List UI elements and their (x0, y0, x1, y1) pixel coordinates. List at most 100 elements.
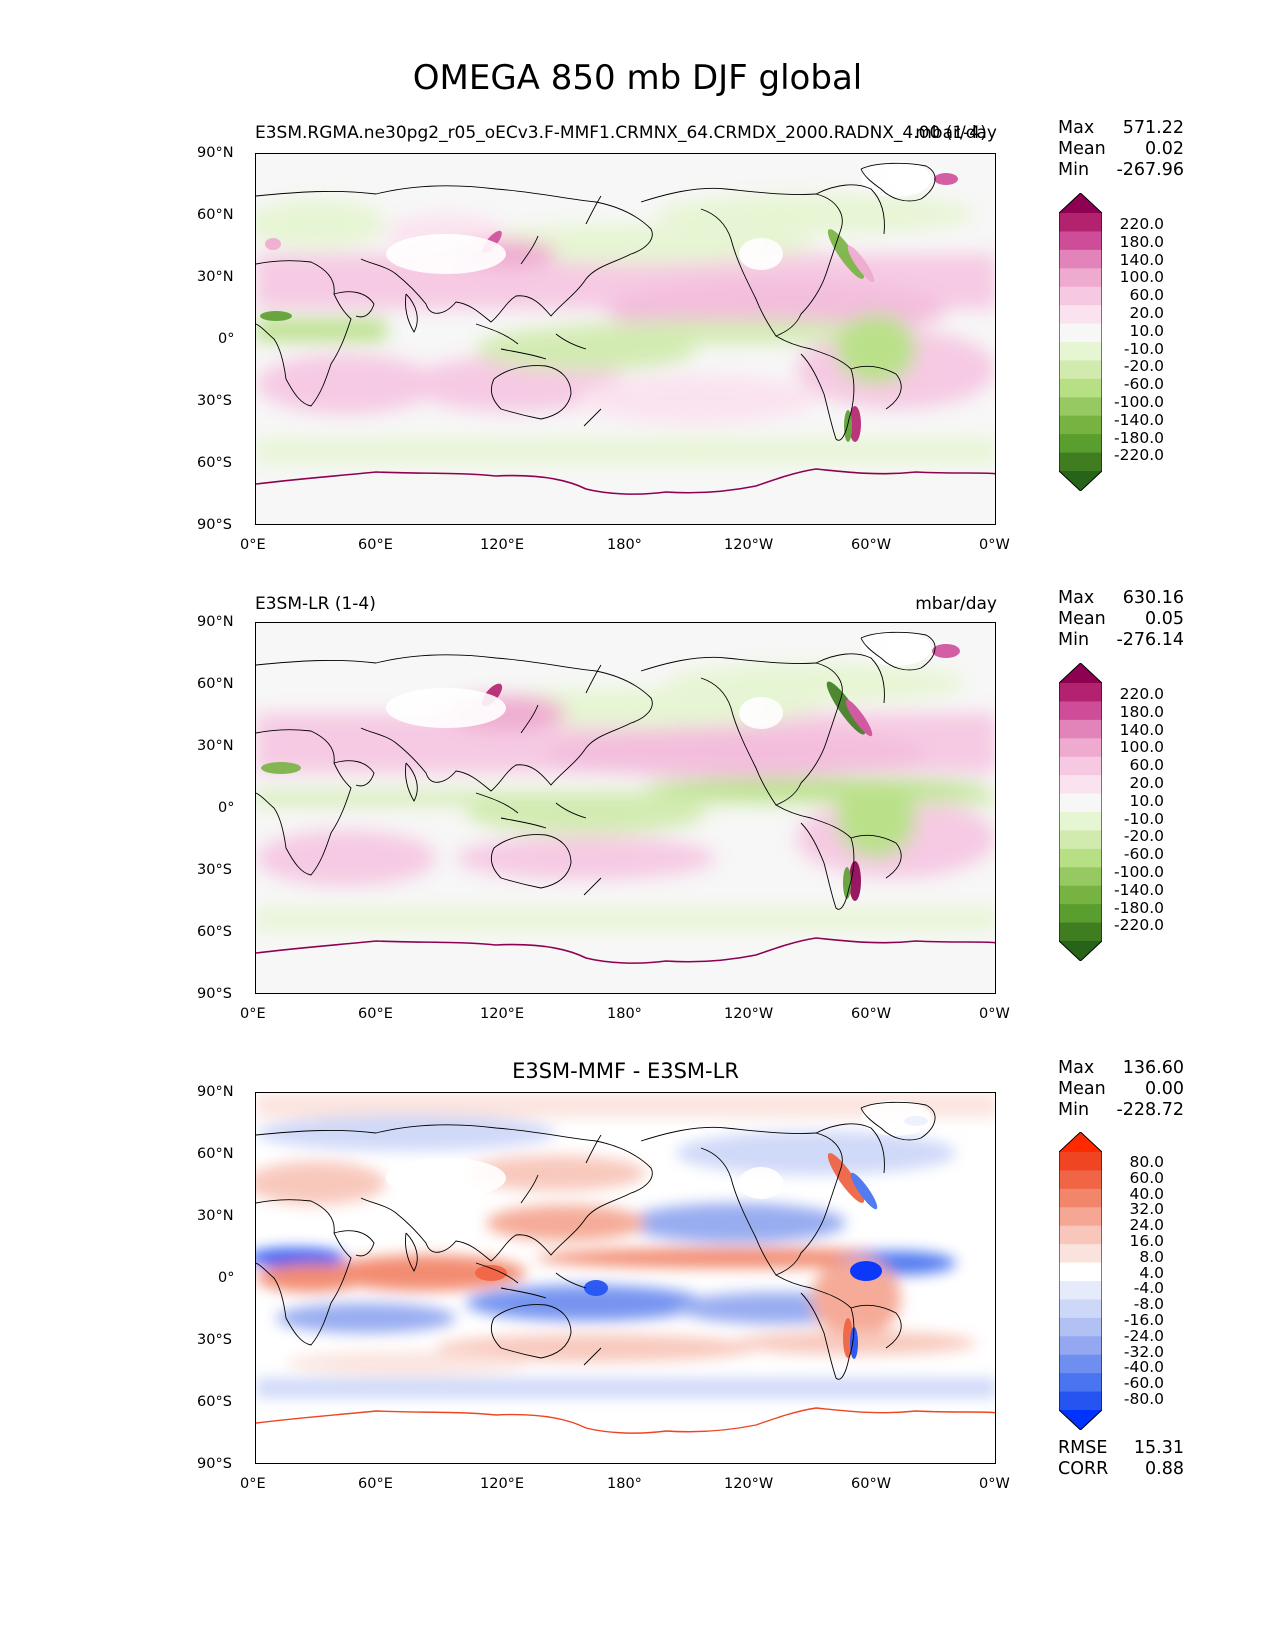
panel3-xtick: 120°E (480, 1476, 525, 1492)
colorbar-swatch (1059, 867, 1102, 887)
stat-max-label: Max (1058, 118, 1095, 138)
colorbar-swatch (1059, 812, 1102, 831)
colorbar-extend-min (1059, 1410, 1102, 1430)
colorbar-label: -16.0 (1123, 1310, 1164, 1329)
panel3-ytick: 90°S (197, 1456, 232, 1472)
panel2-stat-min: Min -276.14 (1058, 630, 1184, 651)
stat-mean-value: 0.05 (1145, 609, 1184, 629)
colorbar-swatch (1059, 1207, 1102, 1227)
colorbar-label: -20.0 (1123, 357, 1164, 376)
panel3-colorbar-labels: 80.0 60.0 40.0 32.0 24.0 16.0 8.0 4.0 -4… (1104, 1154, 1164, 1408)
stat-min-value: -276.14 (1116, 630, 1184, 650)
panel2-left-title: E3SM-LR (1-4) (255, 594, 376, 614)
panel1-ytick: 30°N (197, 269, 234, 285)
colorbar-label: 100.0 (1119, 268, 1164, 287)
colorbar-swatch (1059, 305, 1102, 325)
colorbar-label: -140.0 (1114, 880, 1164, 899)
colorbar-label: 16.0 (1129, 1231, 1164, 1250)
colorbar-label: -180.0 (1114, 898, 1164, 917)
panel2-xtick: 60°W (851, 1006, 892, 1022)
panel2-colorbar (1058, 662, 1103, 962)
colorbar-swatch (1059, 1354, 1102, 1374)
colorbar-swatch (1059, 415, 1102, 435)
panel1-ytick: 90°S (197, 517, 232, 533)
colorbar-label: 60.0 (1129, 286, 1164, 305)
panel2-map-svg (256, 623, 995, 993)
panel1-xtick: 120°W (724, 537, 774, 553)
colorbar-swatches (1058, 662, 1103, 962)
colorbar-label: -10.0 (1123, 809, 1164, 828)
stat-max-value: 571.22 (1122, 118, 1184, 138)
colorbar-swatch (1059, 701, 1102, 721)
panel2-ytick: 90°S (197, 986, 232, 1002)
colorbar-swatch (1059, 342, 1102, 361)
colorbar-label: 60.0 (1129, 1168, 1164, 1187)
colorbar-swatch (1059, 1281, 1102, 1300)
stat-min-label: Min (1058, 1100, 1090, 1120)
colorbar-swatch (1059, 1391, 1102, 1411)
colorbar-label: 140.0 (1119, 250, 1164, 269)
panel2-xtick: 120°W (724, 1006, 774, 1022)
panel3-ytick: 60°S (197, 1394, 232, 1410)
panel3-xtick: 120°W (724, 1476, 774, 1492)
stat-mean-label: Mean (1058, 1079, 1106, 1099)
panel3-xtick: 0°W (979, 1476, 1010, 1492)
colorbar-label: -32.0 (1123, 1342, 1164, 1361)
colorbar-label: -220.0 (1114, 916, 1164, 935)
panel2-xtick: 0°E (240, 1006, 266, 1022)
stat-max-label: Max (1058, 588, 1095, 608)
colorbar-label: 180.0 (1119, 702, 1164, 721)
panel2-xtick: 0°W (979, 1006, 1010, 1022)
panel3-metric-corr: CORR 0.88 (1058, 1459, 1184, 1480)
colorbar-swatch (1059, 323, 1102, 343)
stat-mean-label: Mean (1058, 139, 1106, 159)
colorbar-label: -24.0 (1123, 1326, 1164, 1345)
panel1-colorbar-svg (1058, 192, 1103, 492)
stat-max-label: Max (1058, 1058, 1095, 1078)
panel3-ytick: 90°N (197, 1084, 234, 1100)
panel3-xtick: 180° (607, 1476, 642, 1492)
colorbar-swatch (1059, 1188, 1102, 1208)
panel1-ytick: 0° (218, 331, 235, 347)
colorbar-label: 10.0 (1129, 321, 1164, 340)
panel3-stat-max: Max 136.60 (1058, 1058, 1184, 1079)
colorbar-label: 60.0 (1129, 756, 1164, 775)
panel1-map-svg (256, 154, 995, 524)
panel3-stat-min: Min -228.72 (1058, 1100, 1184, 1121)
colorbar-swatch (1059, 1152, 1102, 1171)
corr-value: 0.88 (1145, 1459, 1184, 1479)
panel2-units: mbar/day (915, 594, 997, 614)
colorbar-extend-max (1059, 663, 1102, 683)
panel3-ytick: 30°S (197, 1332, 232, 1348)
colorbar-swatch (1059, 213, 1102, 232)
panel3-map-svg (256, 1093, 995, 1463)
colorbar-label: 140.0 (1119, 720, 1164, 739)
panel2-stat-mean: Mean 0.05 (1058, 609, 1184, 630)
colorbar-label: -100.0 (1114, 862, 1164, 881)
panel1-xtick: 0°E (240, 537, 266, 553)
panel2-colorbar-svg (1058, 662, 1103, 962)
panel3-ytick: 30°N (197, 1208, 234, 1224)
panel1-left-title: E3SM.RGMA.ne30pg2_r05_oECv3.F-MMF1.CRMNX… (255, 123, 987, 143)
panel1-xtick: 0°W (979, 537, 1010, 553)
colorbar-swatch (1059, 775, 1102, 795)
colorbar-swatch (1059, 378, 1102, 398)
panel2-ytick: 0° (218, 800, 235, 816)
stat-mean-value: 0.00 (1145, 1079, 1184, 1099)
colorbar-swatches (1058, 1131, 1103, 1431)
panel1-colorbar-labels: 220.0 180.0 140.0 100.0 60.0 20.0 10.0 -… (1104, 215, 1164, 465)
figure-title: OMEGA 850 mb DJF global (412, 58, 863, 98)
colorbar-label: -60.0 (1123, 375, 1164, 394)
colorbar-swatch (1059, 793, 1102, 813)
panel3-xtick: 60°W (851, 1476, 892, 1492)
colorbar-swatch (1059, 830, 1102, 850)
panel2-colorbar-labels: 220.0 180.0 140.0 100.0 60.0 20.0 10.0 -… (1104, 685, 1164, 935)
colorbar-label: -140.0 (1114, 410, 1164, 429)
stat-max-value: 136.60 (1122, 1058, 1184, 1078)
panel2-ytick: 30°N (197, 738, 234, 754)
panel2-xtick: 180° (607, 1006, 642, 1022)
colorbar-label: 20.0 (1129, 773, 1164, 792)
panel1-stat-mean: Mean 0.02 (1058, 139, 1184, 160)
panel1-xtick: 60°W (851, 537, 892, 553)
panel1-units: mbar/day (915, 123, 997, 143)
